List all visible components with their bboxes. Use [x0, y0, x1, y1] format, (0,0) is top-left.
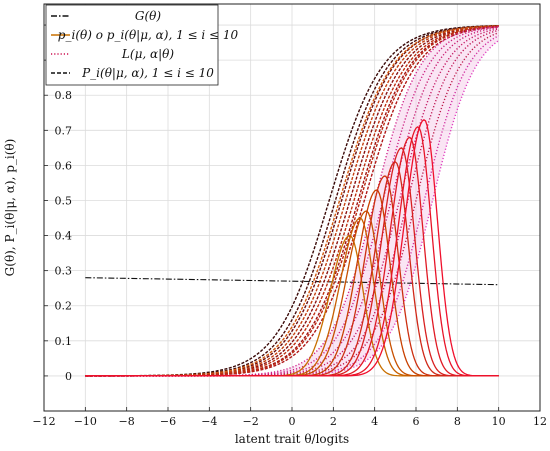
x-tick-label: 6 — [413, 415, 420, 428]
x-tick-label: −4 — [201, 415, 217, 428]
x-axis-label: latent trait θ/logits — [235, 432, 349, 446]
series-L-line — [85, 28, 499, 377]
y-tick-label: 0.8 — [55, 89, 73, 102]
x-tick-label: −12 — [32, 415, 55, 428]
curves — [85, 24, 500, 377]
series-L-line — [85, 35, 499, 377]
series-L-line — [85, 29, 499, 377]
y-tick-label: 0.5 — [55, 194, 73, 207]
y-tick-label: 0.3 — [55, 265, 73, 278]
y-axis-label: G(θ), P_i(θ|μ, α), p_i(θ) — [3, 139, 17, 277]
x-tick-label: 12 — [533, 415, 547, 428]
legend-label: p_i(θ) o p_i(θ|μ, α), 1 ≤ i ≤ 10 — [58, 28, 239, 42]
x-tick-label: 0 — [289, 415, 296, 428]
legend-label: G(θ) — [135, 9, 161, 23]
y-tick-label: 0.7 — [55, 124, 73, 137]
legend-label: P_i(θ|μ, α), 1 ≤ i ≤ 10 — [81, 66, 214, 80]
x-tick-label: 4 — [371, 415, 378, 428]
series-p-line — [85, 119, 499, 377]
y-tick-label: 0.2 — [55, 300, 73, 313]
x-tick-label: 10 — [492, 415, 506, 428]
x-tick-label: 2 — [330, 415, 337, 428]
ticks: −12 −10 −8 −6 −4 −2 0 2 4 6 8 10 12 0 0.1 0.2 0.3 0.4 0.5 0… — [32, 19, 547, 428]
y-tick-label: 0.4 — [55, 230, 73, 243]
y-tick-label: 0.6 — [55, 159, 73, 172]
y-tick-label: 0.1 — [55, 335, 73, 348]
legend: G(θ) p_i(θ) o p_i(θ|μ, α), 1 ≤ i ≤ 10 L(μ,… — [45, 4, 239, 86]
y-tick-label: 0 — [65, 370, 72, 383]
x-tick-label: −6 — [160, 415, 176, 428]
series-L-line — [85, 26, 499, 377]
x-tick-label: −8 — [119, 415, 135, 428]
legend-label: L(μ, α|θ) — [121, 47, 174, 61]
x-tick-label: −2 — [243, 415, 259, 428]
x-tick-label: 8 — [454, 415, 461, 428]
series-L-line — [85, 26, 499, 377]
legend-box — [45, 4, 219, 86]
x-tick-label: −10 — [74, 415, 97, 428]
